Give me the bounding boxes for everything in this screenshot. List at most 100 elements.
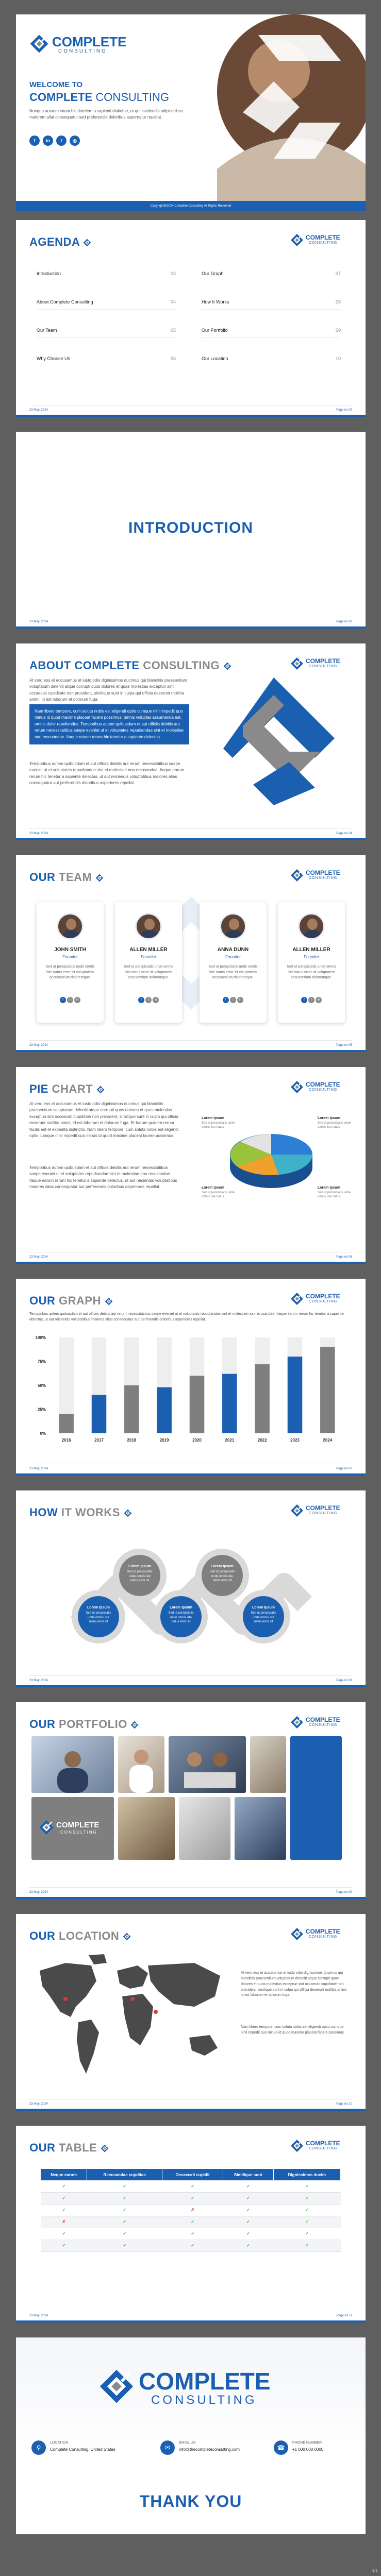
title-logo-icon bbox=[105, 1297, 113, 1306]
agenda-item[interactable]: Our Location 10 bbox=[202, 354, 341, 366]
facebook-icon[interactable]: f bbox=[301, 997, 307, 1003]
team-card[interactable]: ALLEN MILLER Founder Sed ut perspiciatis… bbox=[115, 902, 182, 1023]
table-cell: ✓ bbox=[41, 2204, 87, 2216]
facebook-icon[interactable]: f bbox=[60, 997, 66, 1003]
x-tick-label: 2020 bbox=[192, 1438, 202, 1443]
process-step-circle bbox=[154, 1590, 208, 1643]
location-title: OUR LOCATION bbox=[29, 1929, 131, 1943]
table-cell: ✓ bbox=[87, 2204, 162, 2216]
slide-date: 23 May, 2024 bbox=[29, 620, 48, 623]
title-logo-icon bbox=[123, 1933, 131, 1941]
pie-paragraph: At vero eos et accusamus et iusto odio d… bbox=[29, 1101, 179, 1138]
table-cell: ✓ bbox=[223, 2240, 274, 2252]
intro-title: INTRODUCTION bbox=[128, 519, 253, 536]
portfolio-photo[interactable] bbox=[31, 1736, 114, 1793]
linkedin-icon[interactable]: in bbox=[153, 997, 159, 1003]
slide-date: 23 May, 2024 bbox=[29, 1891, 48, 1894]
title-logo-icon bbox=[223, 662, 231, 670]
bar bbox=[124, 1385, 139, 1433]
slide-date: 23 May, 2024 bbox=[29, 1256, 48, 1259]
portfolio-photo[interactable] bbox=[118, 1736, 164, 1793]
team-card[interactable]: ALLEN MILLER Founder Sed ut perspiciatis… bbox=[278, 902, 345, 1023]
team-member-name: ANNA DUNN bbox=[217, 947, 249, 953]
about-slide: ABOUT COMPLETE CONSULTING COMPLETE CONSU… bbox=[16, 643, 366, 840]
table-cell: ✓ bbox=[273, 2216, 341, 2228]
slide-page-number: Page no 03 bbox=[336, 620, 352, 623]
about-paragraph: Temporibus autem quibusdam et aut offici… bbox=[29, 761, 185, 786]
title-logo-icon bbox=[130, 1721, 139, 1729]
linkedin-icon[interactable]: in bbox=[74, 997, 80, 1003]
team-slide: OUR TEAM COMPLETE CONSULTING JOHN SMITH … bbox=[16, 855, 366, 1052]
portfolio-photo[interactable] bbox=[235, 1797, 286, 1860]
bar bbox=[157, 1387, 172, 1433]
linkedin-icon[interactable]: in bbox=[316, 997, 322, 1003]
portfolio-photo[interactable] bbox=[118, 1797, 175, 1860]
agenda-item[interactable]: Our Portfolio 09 bbox=[202, 326, 341, 338]
twitter-icon[interactable]: t bbox=[56, 135, 67, 146]
title-logo-icon bbox=[95, 874, 104, 882]
brand-logo-icon bbox=[98, 2368, 135, 2404]
agenda-slide: AGENDA COMPLETE CONSULTING Introduction 0… bbox=[16, 220, 366, 417]
facebook-icon[interactable]: f bbox=[138, 997, 144, 1003]
table-cell: ✓ bbox=[87, 2240, 162, 2252]
bar bbox=[91, 1395, 107, 1433]
table-row: ✓ ✓ ✓ ✓ ✓ bbox=[41, 2240, 341, 2252]
table-cell: ✓ bbox=[162, 2216, 223, 2228]
table-row: ✓ ✓ ✓ ✓ ✓ bbox=[41, 2192, 341, 2205]
cover-logo-name: COMPLETE bbox=[52, 34, 127, 49]
table-row: ✓ ✓ ✗ ✓ ✓ bbox=[41, 2204, 341, 2216]
table-cell: ✓ bbox=[273, 2228, 341, 2240]
pie-callout: Lorem Ipsum Sed ut perspiciatis unde omni… bbox=[202, 1116, 235, 1129]
location-pin-icon bbox=[130, 1997, 135, 2001]
brand-logo-icon bbox=[290, 1292, 304, 1306]
agenda-item[interactable]: Why Choose Us 06 bbox=[37, 354, 176, 366]
pie-3d-graphic bbox=[230, 1134, 312, 1188]
brand-logo-icon bbox=[290, 2139, 304, 2153]
twitter-icon[interactable]: t bbox=[67, 997, 73, 1003]
process-step-label: Lorem Ipsum Sed ut perspiciatis unde omni… bbox=[168, 1606, 194, 1623]
agenda-item[interactable]: About Complete Consulting 04 bbox=[37, 297, 176, 310]
slide-date: 23 May, 2024 bbox=[29, 1679, 48, 1682]
brand-logo-icon bbox=[290, 1716, 304, 1729]
y-tick-label: 100% bbox=[36, 1335, 46, 1340]
world-map bbox=[40, 1954, 220, 2074]
agenda-item[interactable]: How It Works 08 bbox=[202, 297, 341, 310]
table-cell: ✓ bbox=[87, 2216, 162, 2228]
facebook-icon[interactable]: f bbox=[223, 997, 229, 1003]
bar bbox=[287, 1357, 303, 1433]
bar bbox=[189, 1376, 205, 1433]
team-card[interactable]: ANNA DUNN Founder Sed ut perspiciatis un… bbox=[200, 902, 267, 1023]
portfolio-photo[interactable] bbox=[250, 1736, 286, 1793]
agenda-item[interactable]: Our Graph 07 bbox=[202, 269, 341, 281]
portfolio-logo-tile: COMPLETE CONSULTING bbox=[31, 1797, 114, 1860]
portfolio-title: OUR PORTFOLIO bbox=[29, 1718, 139, 1731]
linkedin-icon[interactable]: in bbox=[237, 997, 243, 1003]
twitter-icon[interactable]: t bbox=[308, 997, 314, 1003]
graph-paragraph: Temporibus autem quibusdam et aut offici… bbox=[29, 1312, 344, 1321]
portfolio-photo[interactable] bbox=[169, 1736, 246, 1793]
twitter-icon[interactable]: t bbox=[145, 997, 152, 1003]
table-row: ✓ ✓ ✓ ✓ ✓ bbox=[41, 2228, 341, 2240]
header-logo: COMPLETE CONSULTING bbox=[290, 1926, 352, 1943]
table-cell: ✓ bbox=[87, 2228, 162, 2240]
team-card[interactable]: JOHN SMITH Founder Sed ut perspiciatis u… bbox=[37, 902, 104, 1023]
agenda-item[interactable]: Introduction 03 bbox=[37, 269, 176, 281]
cover-hero-image bbox=[186, 14, 366, 201]
x-tick-label: 2017 bbox=[94, 1438, 104, 1443]
pie-paragraph: Temporibus autem quibusdam et aut offici… bbox=[29, 1165, 177, 1190]
location-paragraph: At vero eos et accusamus et iusto odio d… bbox=[241, 1971, 347, 1997]
portfolio-photo[interactable] bbox=[179, 1797, 230, 1860]
x-tick-label: 2024 bbox=[323, 1438, 332, 1443]
twitter-icon[interactable]: t bbox=[230, 997, 236, 1003]
linkedin-icon[interactable]: in bbox=[43, 135, 53, 146]
x-tick-label: 2018 bbox=[127, 1438, 136, 1443]
title-logo-icon bbox=[83, 239, 91, 247]
slide-date: 23 May, 2024 bbox=[29, 409, 48, 412]
instagram-icon[interactable]: ◎ bbox=[70, 135, 80, 146]
team-member-desc: Sed ut perspiciatis unde omnis iste natu… bbox=[45, 965, 95, 979]
facebook-icon[interactable]: f bbox=[29, 135, 40, 146]
how-slide: HOW IT WORKS COMPLETE CONSULTING Lorem I… bbox=[16, 1490, 366, 1687]
table-row: ✓ ✓ ✓ ✓ ✓ bbox=[41, 2180, 341, 2193]
agenda-item[interactable]: Our Team 05 bbox=[37, 326, 176, 338]
table-row: ✗ ✓ ✓ ✓ ✓ bbox=[41, 2216, 341, 2228]
